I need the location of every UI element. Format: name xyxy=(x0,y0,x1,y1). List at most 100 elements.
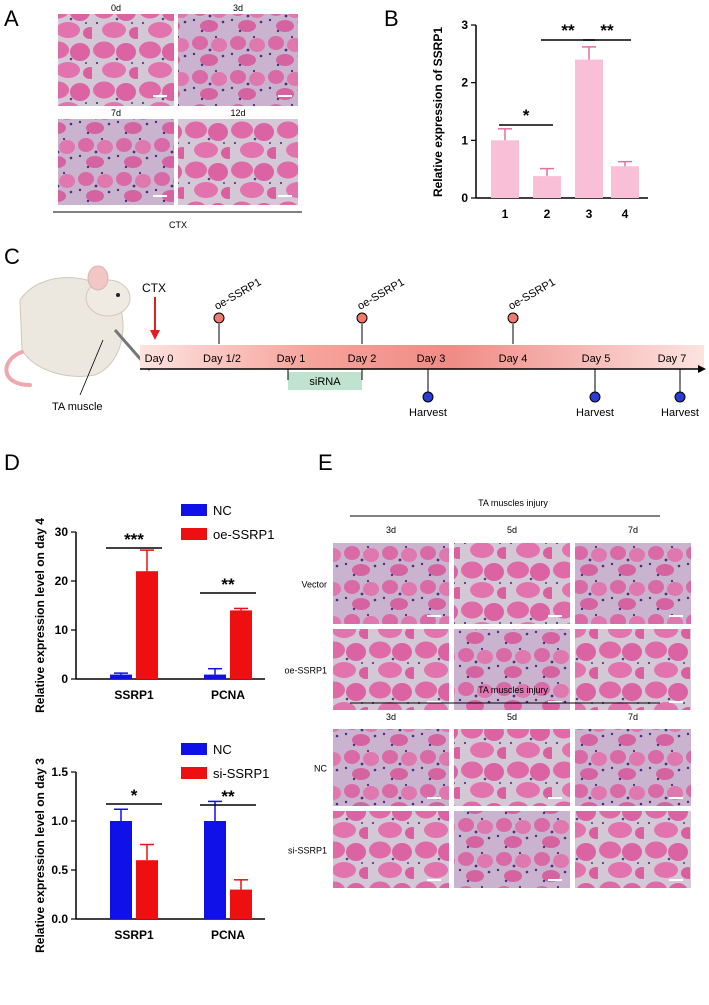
he-image xyxy=(333,629,449,710)
sirna-label: siRNA xyxy=(309,376,341,388)
oe-label: oe-SSRP1 xyxy=(356,276,407,312)
x-tick-label: PCNA xyxy=(211,928,245,942)
day-label: Day 3 xyxy=(417,353,446,365)
ta-muscle-pointer xyxy=(79,339,104,396)
y-tick-label: 1.5 xyxy=(51,765,68,779)
day-label: Day 1 xyxy=(277,353,306,365)
panel-e-time: 3d xyxy=(386,712,396,722)
panel-a-images xyxy=(58,14,298,205)
panel-e-row-label: NC xyxy=(314,764,327,774)
chart-d-top: 0 10 20 30 Relative expression level on day … xyxy=(33,503,274,713)
y-tick-label: 0 xyxy=(461,191,468,205)
significance-label: ** xyxy=(221,575,235,594)
panel-e-header: TA muscles injury xyxy=(478,685,548,695)
bar xyxy=(136,571,158,679)
legend-label: NC xyxy=(213,503,232,518)
he-image xyxy=(575,629,691,710)
x-tick-label: PCNA xyxy=(211,688,245,702)
mouse-ear xyxy=(87,265,109,291)
significance-label: ** xyxy=(561,21,575,40)
y-tick-label: 1.0 xyxy=(51,814,68,828)
ctx-label: CTX xyxy=(169,220,187,230)
legend-swatch xyxy=(181,767,207,779)
bar xyxy=(136,860,158,919)
time-label: 12d xyxy=(230,108,245,118)
panel-e-time: 5d xyxy=(507,712,517,722)
bar xyxy=(575,59,603,198)
he-image xyxy=(575,811,691,888)
y-tick-label: 0.0 xyxy=(51,912,68,926)
panel-e-time: 5d xyxy=(507,525,517,535)
harvest-marker xyxy=(589,391,601,403)
he-image xyxy=(454,543,570,624)
day-label: Day 2 xyxy=(348,353,377,365)
oe-marker xyxy=(356,312,368,324)
x-tick-label: SSRP1 xyxy=(114,928,154,942)
legend-swatch xyxy=(181,743,207,755)
bar xyxy=(230,889,252,919)
significance-label: ** xyxy=(221,787,235,806)
he-image xyxy=(454,729,570,806)
panel-label-d: D xyxy=(4,450,20,475)
y-tick-label: 0 xyxy=(61,672,68,686)
y-tick-label: 20 xyxy=(55,574,69,588)
panel-e-time: 3d xyxy=(386,525,396,535)
y-axis-label: Relative expression level on day 3 xyxy=(33,758,47,953)
bar xyxy=(204,821,226,919)
he-image xyxy=(333,729,449,806)
he-image xyxy=(333,811,449,888)
legend-swatch xyxy=(181,528,207,540)
y-tick-label: 30 xyxy=(55,525,69,539)
y-tick-label: 0.5 xyxy=(51,863,68,877)
he-image xyxy=(454,629,570,710)
sirna-box xyxy=(288,372,362,390)
y-axis-label: Relative expression level on day 4 xyxy=(33,518,47,713)
panel-e-time: 7d xyxy=(628,525,638,535)
time-label: 7d xyxy=(111,108,121,118)
bar xyxy=(110,821,132,919)
bar xyxy=(110,674,132,679)
day-label: Day 5 xyxy=(582,353,611,365)
he-image-7d xyxy=(58,119,174,205)
harvest-label: Harvest xyxy=(576,407,614,419)
bar xyxy=(533,176,561,198)
panel-e-header: TA muscles injury xyxy=(478,498,548,508)
panel-label-b: B xyxy=(384,6,399,31)
he-image-3d xyxy=(178,14,298,106)
ctx-arrowhead xyxy=(150,330,160,340)
he-image xyxy=(575,729,691,806)
y-tick-label: 10 xyxy=(55,623,69,637)
oe-label: oe-SSRP1 xyxy=(213,276,264,312)
harvest-label: Harvest xyxy=(661,407,699,419)
harvest-marker xyxy=(674,391,686,403)
y-axis-label: Relative expression of SSRP1 xyxy=(431,27,445,197)
x-tick-label: SSRP1 xyxy=(114,688,154,702)
bar xyxy=(611,166,639,198)
oe-marker xyxy=(213,312,225,324)
oe-label: oe-SSRP1 xyxy=(507,276,558,312)
legend-swatch xyxy=(181,504,207,516)
mouse-illustration xyxy=(4,265,154,396)
x-tick-label: 4 xyxy=(622,207,629,221)
panel-e-row-label: Vector xyxy=(301,580,327,590)
x-tick-label: 2 xyxy=(544,207,551,221)
time-label: 0d xyxy=(111,3,121,13)
y-tick-label: 3 xyxy=(461,18,468,32)
panel-e-time: 7d xyxy=(628,712,638,722)
panel-e-row-label: si-SSRP1 xyxy=(288,846,327,856)
y-tick-label: 1 xyxy=(461,133,468,147)
harvest-marker xyxy=(422,391,434,403)
harvest-label: Harvest xyxy=(409,407,447,419)
day-label: Day 7 xyxy=(658,353,687,365)
ctx-label: CTX xyxy=(142,281,166,295)
bar xyxy=(204,674,226,679)
he-image xyxy=(333,543,449,624)
significance-label: ** xyxy=(600,21,614,40)
panel-e-row-label: oe-SSRP1 xyxy=(284,666,327,676)
day-label: Day 4 xyxy=(499,353,528,365)
panel-e-images: TA muscles injury 3d 5d 7d Vector oe-SSRP1 TA … xyxy=(284,498,691,888)
he-image xyxy=(454,811,570,888)
